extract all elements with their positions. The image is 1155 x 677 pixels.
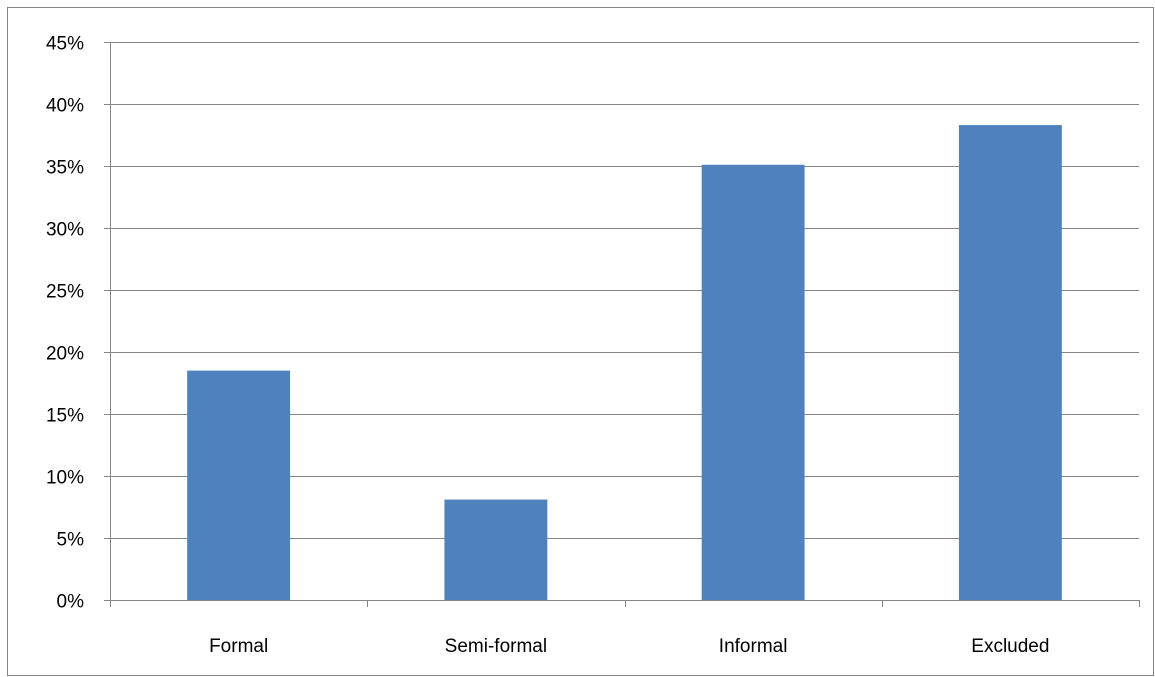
x-tick-label: Informal xyxy=(719,636,788,657)
y-tick-label: 25% xyxy=(46,282,84,303)
y-tick-label: 30% xyxy=(46,220,84,241)
y-tick-label: 35% xyxy=(46,158,84,179)
y-tick-label: 40% xyxy=(46,96,84,117)
bar-semi-formal xyxy=(444,499,548,600)
bar-excluded xyxy=(958,125,1062,600)
axes xyxy=(104,42,1140,607)
x-tick-label: Semi-formal xyxy=(445,636,547,657)
tick-labels: 0% 5% 10% 15% 20% 25% 30% 35% 40% 45% Formal Semi-f… xyxy=(46,34,1049,658)
y-tick-label: 45% xyxy=(46,34,84,55)
y-tick-label: 10% xyxy=(46,468,84,489)
bars xyxy=(187,125,1062,600)
bar-informal xyxy=(701,164,805,600)
y-tick-label: 15% xyxy=(46,406,84,427)
y-tick-label: 0% xyxy=(57,592,85,613)
y-tick-label: 5% xyxy=(57,530,85,551)
x-tick-label: Excluded xyxy=(971,636,1049,657)
x-tick-label: Formal xyxy=(209,636,268,657)
bar-formal xyxy=(187,370,291,600)
y-tick-label: 20% xyxy=(46,344,84,365)
